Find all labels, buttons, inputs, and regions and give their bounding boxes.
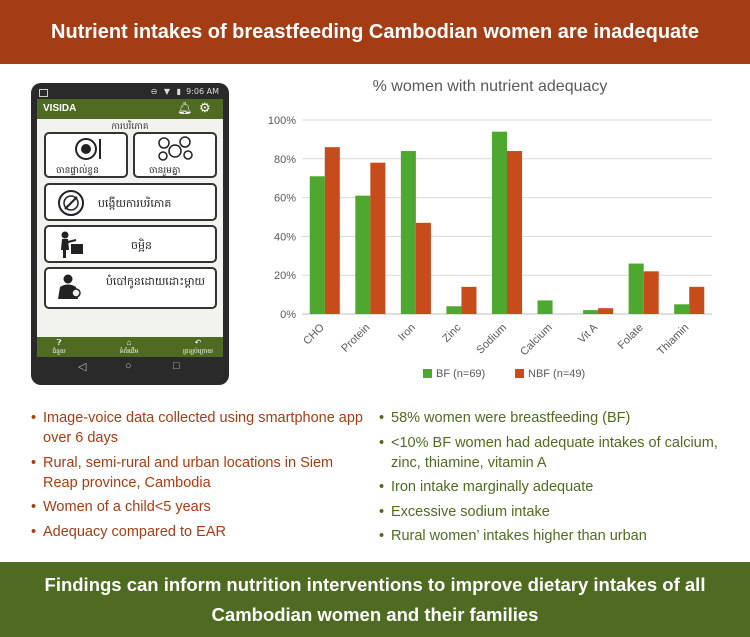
breastfeeding-button[interactable]: បំបៅកូនដោយដោះម្តាយ: [44, 267, 217, 309]
x-tick-label: Calcium: [518, 322, 555, 359]
results-bullet-0: 58% women were breastfeeding (BF): [379, 408, 744, 428]
results-bullet-4: Rural women’ intakes higher than urban: [379, 526, 744, 546]
back-icon: ↶: [194, 338, 202, 347]
app-bar: VISIDA 🔔︎ ⚙: [37, 99, 223, 119]
results-bullet-2: Iron intake marginally adequate: [379, 477, 744, 497]
bar-bf-calcium: [537, 300, 553, 314]
nav-back-label: ត្រឡប់ក្រោយ: [183, 349, 213, 355]
bar-nbf-iron: [415, 222, 431, 314]
app-nav-bar: ❓︎ ជំនួយ ⌂ ទំព័រដើម ↶ ត្រឡប់ក្រោយ: [37, 337, 223, 357]
legend-item-nbf: NBF (n=49): [515, 368, 585, 380]
y-tick-label: 20%: [274, 270, 296, 282]
home-circle-icon[interactable]: ○: [125, 360, 132, 372]
bar-bf-sodium: [491, 131, 507, 314]
bar-bf-cho: [309, 176, 325, 314]
shared-dishes-icon: [155, 136, 197, 168]
bar-chart: 0% 20% 40% 60% 80% 100% CHO Protein Iron Zinc Sod…: [268, 115, 712, 359]
status-time: 9:06 AM: [186, 87, 219, 96]
home-icon: ⌂: [126, 338, 132, 347]
bar-nbf-thiamin: [689, 286, 705, 314]
x-tick-label: Protein: [339, 322, 372, 355]
methods-bullet-3: Adequacy compared to EAR: [31, 522, 371, 542]
bar-bf-folate: [628, 263, 644, 314]
legend-swatch-bf: [423, 369, 432, 378]
back-triangle-icon[interactable]: ◁: [78, 361, 87, 373]
shared-plate-label: ចានរួមគ្នា: [149, 165, 181, 175]
bar-nbf-protein: [370, 162, 386, 314]
methods-bullet-1: Rural, semi-rural and urban locations in…: [31, 453, 371, 493]
methods-list: Image-voice data collected using smartph…: [31, 408, 371, 546]
y-tick-label: 80%: [274, 154, 296, 166]
breastfeeding-icon: [54, 273, 86, 311]
bar-bf-zinc: [446, 306, 462, 314]
y-tick-label: 100%: [268, 115, 296, 127]
footer-line-1: Findings can inform nutrition interventi…: [44, 573, 706, 595]
methods-bullet-0: Image-voice data collected using smartph…: [31, 408, 371, 448]
gear-icon[interactable]: ⚙: [199, 100, 211, 115]
section-title: ការបរិភោគ: [111, 121, 149, 131]
cooking-label: ចម្អិន: [131, 240, 152, 252]
bar-nbf-sodium: [507, 151, 523, 314]
y-tick-label: 40%: [274, 231, 296, 243]
phone-mockup: ⊖ ▼ ▮ 9:06 AM VISIDA 🔔︎ ⚙ ការបរិភោគ ចានផ…: [31, 83, 229, 385]
x-tick-label: Thiamin: [655, 322, 691, 358]
signal-icon: ⊖ ▼ ▮: [150, 87, 183, 96]
legend-item-bf: BF (n=69): [423, 368, 485, 380]
legend-label-bf: BF (n=69): [436, 368, 486, 380]
phone-status-bar: ⊖ ▼ ▮ 9:06 AM: [37, 87, 223, 99]
bar-nbf-cho: [324, 147, 340, 314]
recent-apps-icon[interactable]: □: [173, 360, 180, 372]
chart-title: % women with nutrient adequacy: [372, 78, 608, 95]
methods-bullet-2: Women of a child<5 years: [31, 497, 371, 517]
bar-bf-vit-a: [583, 310, 599, 314]
nav-home[interactable]: ⌂ ទំព័រដើម: [109, 338, 149, 356]
bar-bf-protein: [355, 195, 371, 314]
notification-icon: [39, 89, 48, 97]
y-tick-label: 0%: [280, 309, 296, 321]
nav-back[interactable]: ↶ ត្រឡប់ក្រោយ: [175, 338, 221, 356]
header-banner: Nutrient intakes of breastfeeding Cambod…: [0, 0, 750, 64]
nav-home-label: ទំព័រដើម: [119, 349, 139, 355]
bar-bf-thiamin: [674, 304, 690, 314]
x-tick-label: Folate: [616, 322, 646, 352]
own-plate-label: ចានផ្ទាល់ខ្លួន: [56, 165, 99, 175]
breastfeeding-label: បំបៅកូនដោយដោះម្តាយ: [105, 276, 206, 288]
plate-cutlery-icon: [56, 188, 86, 224]
help-icon: ❓︎: [56, 338, 62, 347]
app-title: VISIDA: [43, 103, 77, 114]
legend-label-nbf: NBF (n=49): [528, 368, 586, 380]
bar-nbf-zinc: [461, 286, 477, 314]
add-meal-label: បង្កើយការបរិភោគ: [98, 198, 172, 210]
results-bullet-1: <10% BF women had adequate intakes of ca…: [379, 433, 744, 473]
bar-nbf-vit-a: [598, 308, 614, 314]
bar-nbf-folate: [643, 271, 659, 314]
footer-banner: Findings can inform nutrition interventi…: [0, 562, 750, 637]
results-list: 58% women were breastfeeding (BF) <10% BF…: [379, 408, 744, 551]
cooking-icon: [56, 230, 86, 266]
x-tick-label: Zinc: [440, 321, 464, 345]
footer-line-2: Cambodian women and their families: [211, 603, 539, 625]
cooking-button[interactable]: ចម្អិន: [44, 225, 217, 263]
shared-plate-button[interactable]: ចានរួមគ្នា: [133, 132, 217, 178]
x-tick-label: Iron: [396, 322, 418, 344]
legend-swatch-nbf: [515, 369, 524, 378]
x-tick-label: Sodium: [474, 322, 509, 357]
add-meal-button[interactable]: បង្កើយការបរិភោគ: [44, 183, 217, 221]
results-bullet-3: Excessive sodium intake: [379, 502, 744, 522]
plate-icon: [72, 136, 104, 168]
page-title: Nutrient intakes of breastfeeding Cambod…: [51, 20, 699, 43]
app-screen: ការបរិភោគ ចានផ្ទាល់ខ្លួន ចានរួមគ្នា បង្ក…: [37, 119, 223, 337]
bell-icon[interactable]: 🔔︎: [177, 101, 193, 115]
nav-help[interactable]: ❓︎ ជំនួយ: [39, 338, 79, 356]
nav-help-label: ជំនួយ: [52, 349, 66, 355]
y-tick-label: 60%: [274, 193, 296, 205]
bar-bf-iron: [400, 151, 416, 314]
x-tick-label: CHO: [301, 321, 327, 347]
own-plate-button[interactable]: ចានផ្ទាល់ខ្លួន: [44, 132, 128, 178]
x-tick-label: Vit A: [576, 321, 601, 346]
android-nav-bar: ◁ ○ □: [37, 357, 223, 379]
